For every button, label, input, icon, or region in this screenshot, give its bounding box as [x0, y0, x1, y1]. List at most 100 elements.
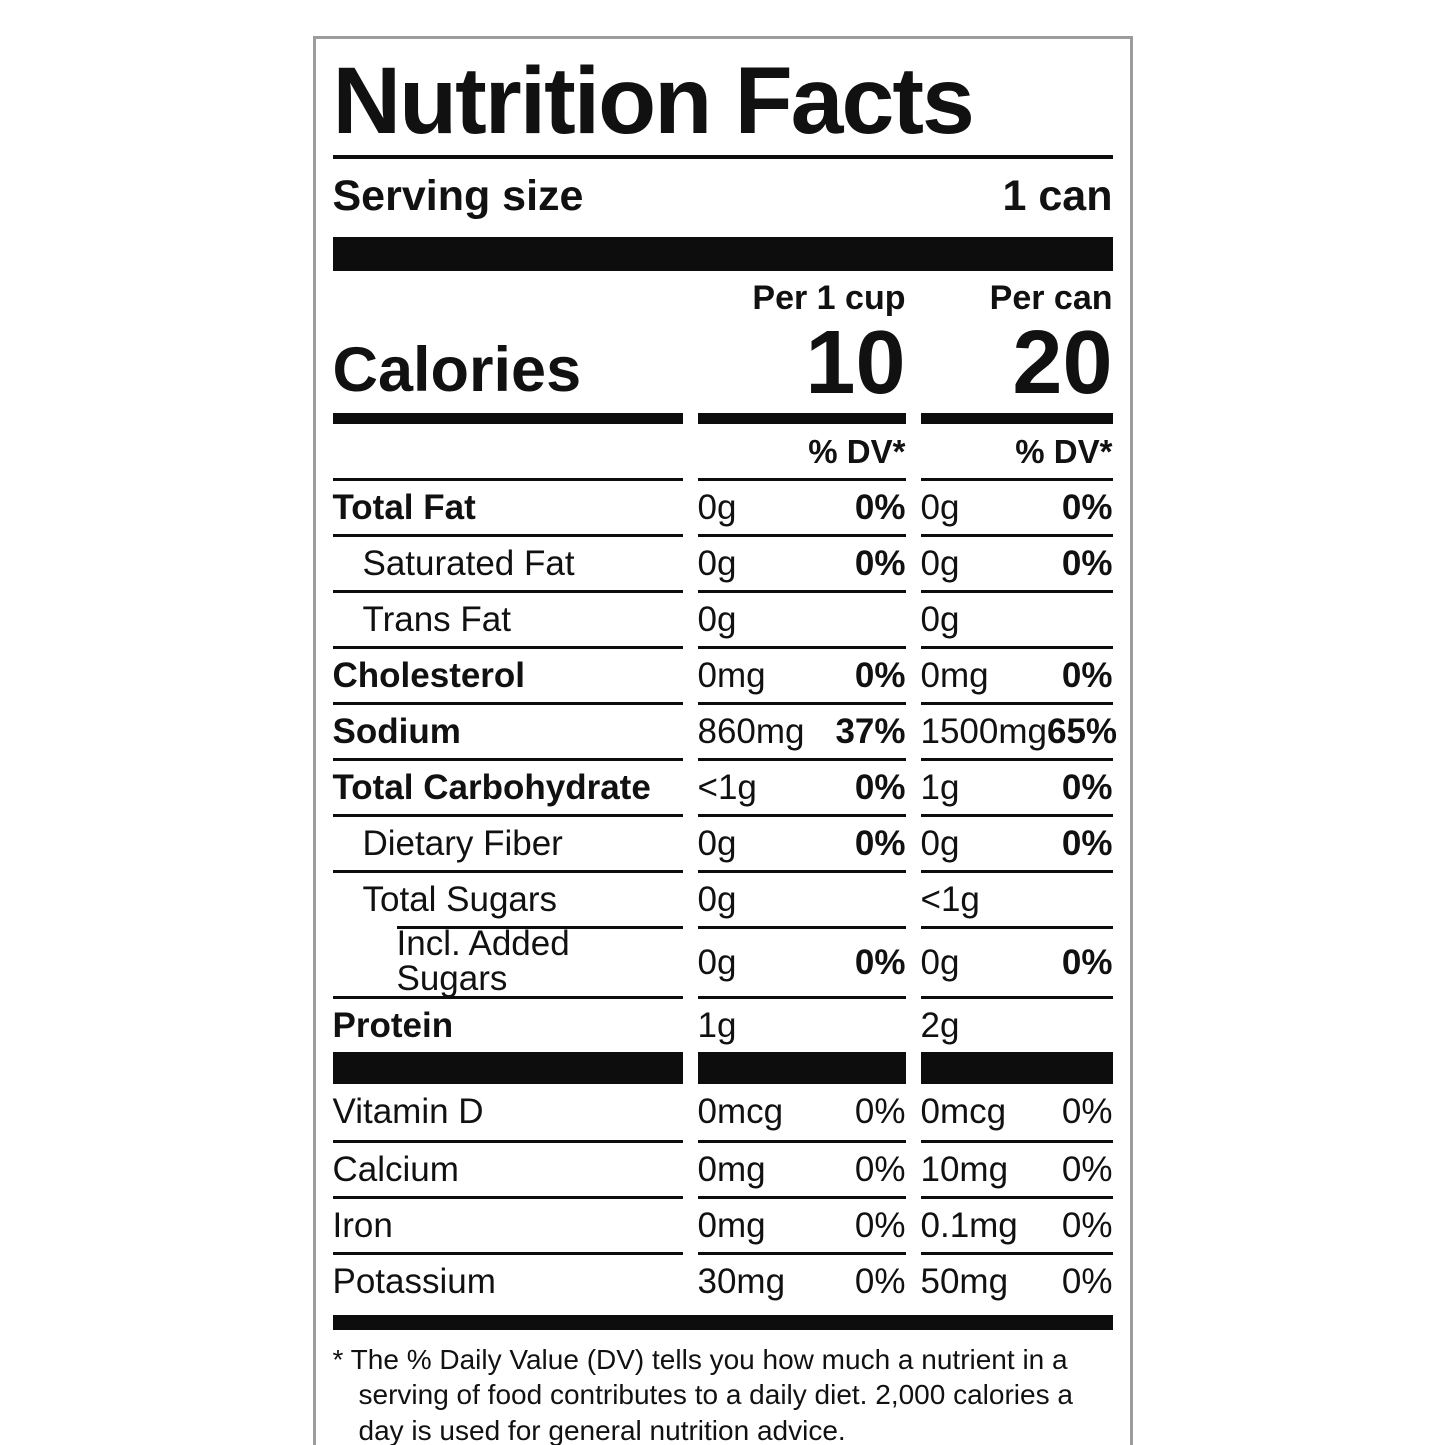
dv-per-cup: 0% — [854, 942, 906, 982]
section-bar-top — [332, 237, 1113, 272]
nutrition-facts-label: Nutrition Facts Serving size 1 can Calor… — [312, 36, 1133, 1445]
dv-per-can: 0% — [1061, 1205, 1113, 1245]
amount-per-cup: 0g — [697, 599, 737, 639]
nutrient-rows: Total Fat 0g 0% 0g 0% Saturated Fat 0g 0… — [332, 477, 1117, 1052]
calories-per-can-column: Per can 20 — [921, 279, 1113, 413]
vitamin-rows: Vitamin D 0mcg 0% 0mcg 0% Calcium 0mg 0%… — [332, 1084, 1113, 1308]
calories-section: Calories Per 1 cup 10 Per can 20 — [333, 271, 1113, 412]
vitamin-row: Iron 0mg 0% 0.1mg 0% — [332, 1195, 1113, 1252]
dv-header-per-cup: % DV* — [808, 432, 906, 470]
dv-header-per-can: % DV* — [1015, 432, 1113, 470]
amount-per-cup: 0g — [697, 823, 737, 863]
footnote-divider-bar — [332, 1314, 1113, 1330]
dv-per-cup: 0% — [854, 487, 906, 527]
nutrient-name: Total Carbohydrate — [332, 767, 651, 807]
dv-per-can: 0% — [1061, 1149, 1113, 1189]
dv-per-can: 0% — [1061, 1261, 1113, 1301]
nutrient-name: Calcium — [332, 1149, 459, 1189]
bar-segment — [697, 412, 906, 424]
vitamin-row: Vitamin D 0mcg 0% 0mcg 0% — [333, 1084, 1113, 1140]
dv-header-spacer — [333, 433, 683, 471]
title-divider-rule — [332, 155, 1113, 160]
nutrient-row: Total Sugars 0g <1g — [332, 869, 1113, 926]
dv-per-can: 65% — [1046, 711, 1118, 751]
amount-per-can: 0.1mg — [920, 1205, 1018, 1245]
amount-per-cup: 0g — [697, 879, 737, 919]
nutrient-row: Incl. Added Sugars 0g 0% 0g 0% — [333, 923, 1113, 998]
amount-per-can: 10mg — [920, 1149, 1009, 1189]
amount-per-can: 0mg — [920, 655, 989, 695]
dv-per-cup: 37% — [835, 711, 906, 751]
vitamin-row: Potassium 30mg 0% 50mg 0% — [332, 1251, 1113, 1308]
footnote-text: * The % Daily Value (DV) tells you how m… — [332, 1343, 1073, 1445]
amount-per-can: 1g — [920, 767, 960, 807]
nutrient-name: Saturated Fat — [362, 543, 575, 583]
dv-per-can: 0% — [1061, 942, 1113, 982]
nutrient-row: Trans Fat 0g 0g — [332, 589, 1113, 646]
nutrient-name: Total Fat — [332, 487, 476, 527]
vitamin-row: Calcium 0mg 0% 10mg 0% — [332, 1139, 1113, 1196]
amount-per-can: 2g — [920, 1005, 960, 1045]
nutrient-name: Trans Fat — [362, 599, 511, 639]
dv-per-can: 0% — [1061, 1092, 1113, 1132]
dv-per-can: 0% — [1061, 487, 1113, 527]
per-can-header: Per can — [989, 279, 1113, 318]
amount-per-can: <1g — [920, 879, 980, 919]
serving-size-label: Serving size — [332, 172, 584, 221]
amount-per-cup: 860mg — [697, 711, 805, 751]
nutrient-name: Iron — [332, 1205, 393, 1245]
nutrient-row: Total Carbohydrate <1g 0% 1g 0% — [332, 757, 1113, 814]
nutrient-name: Protein — [332, 1005, 454, 1045]
amount-per-can: 0mcg — [920, 1092, 1007, 1132]
footnote: * The % Daily Value (DV) tells you how m… — [333, 1330, 1113, 1445]
amount-per-cup: 1g — [697, 1005, 737, 1045]
calories-label: Calories — [332, 334, 582, 405]
amount-per-can: 0g — [920, 599, 960, 639]
nutrient-row: Cholesterol 0mg 0% 0mg 0% — [332, 645, 1113, 702]
amount-per-cup: 0g — [697, 487, 737, 527]
dv-per-can: 0% — [1061, 823, 1113, 863]
nutrient-row: Sodium 860mg 37% 1500mg 65% — [332, 701, 1117, 758]
amount-per-cup: 0mg — [697, 1205, 766, 1245]
daily-value-header-row: % DV* % DV* — [333, 424, 1113, 478]
amount-per-can: 0g — [920, 823, 960, 863]
nutrient-name: Dietary Fiber — [362, 823, 563, 863]
amount-per-cup: 0mcg — [697, 1092, 784, 1132]
dv-per-cup: 0% — [854, 1261, 906, 1301]
dv-per-cup: 0% — [854, 655, 906, 695]
bar-segment — [697, 1051, 906, 1084]
nutrient-name: Incl. Added Sugars — [396, 923, 570, 998]
dv-per-cup: 0% — [854, 767, 906, 807]
serving-size-value: 1 can — [1002, 172, 1113, 221]
amount-per-can: 0g — [920, 543, 960, 583]
amount-per-can: 1500mg — [920, 711, 1047, 751]
amount-per-cup: 0mg — [697, 1149, 766, 1189]
nutrient-row: Dietary Fiber 0g 0% 0g 0% — [332, 813, 1113, 870]
amount-per-cup: <1g — [697, 767, 757, 807]
calories-per-cup-column: Per 1 cup 10 — [698, 280, 906, 413]
bar-segment — [332, 1051, 683, 1084]
dv-per-cup: 0% — [854, 1205, 906, 1245]
dv-per-can: 0% — [1061, 767, 1113, 807]
nutrient-row: Total Fat 0g 0% 0g 0% — [332, 477, 1113, 534]
nutrient-row: Protein 1g 2g — [332, 995, 1113, 1052]
calories-per-can-value: 20 — [1012, 312, 1113, 413]
amount-per-cup: 0g — [697, 942, 737, 982]
vitamins-header-bar — [332, 1051, 1113, 1084]
dv-per-can: 0% — [1061, 655, 1113, 695]
nutrient-row: Saturated Fat 0g 0% 0g 0% — [332, 533, 1113, 590]
nutrient-name: Cholesterol — [332, 655, 526, 695]
amount-per-cup: 0g — [697, 543, 737, 583]
bar-segment — [920, 412, 1113, 424]
nutrient-name: Sodium — [332, 711, 461, 751]
bar-segment — [920, 1051, 1113, 1084]
calories-per-cup-value: 10 — [805, 312, 906, 413]
amount-per-cup: 0mg — [697, 655, 766, 695]
calories-underline-bar — [332, 412, 1113, 424]
amount-per-can: 50mg — [920, 1261, 1009, 1301]
bar-segment — [332, 412, 683, 424]
amount-per-cup: 30mg — [697, 1261, 786, 1301]
amount-per-can: 0g — [920, 487, 960, 527]
dv-per-cup: 0% — [854, 823, 906, 863]
